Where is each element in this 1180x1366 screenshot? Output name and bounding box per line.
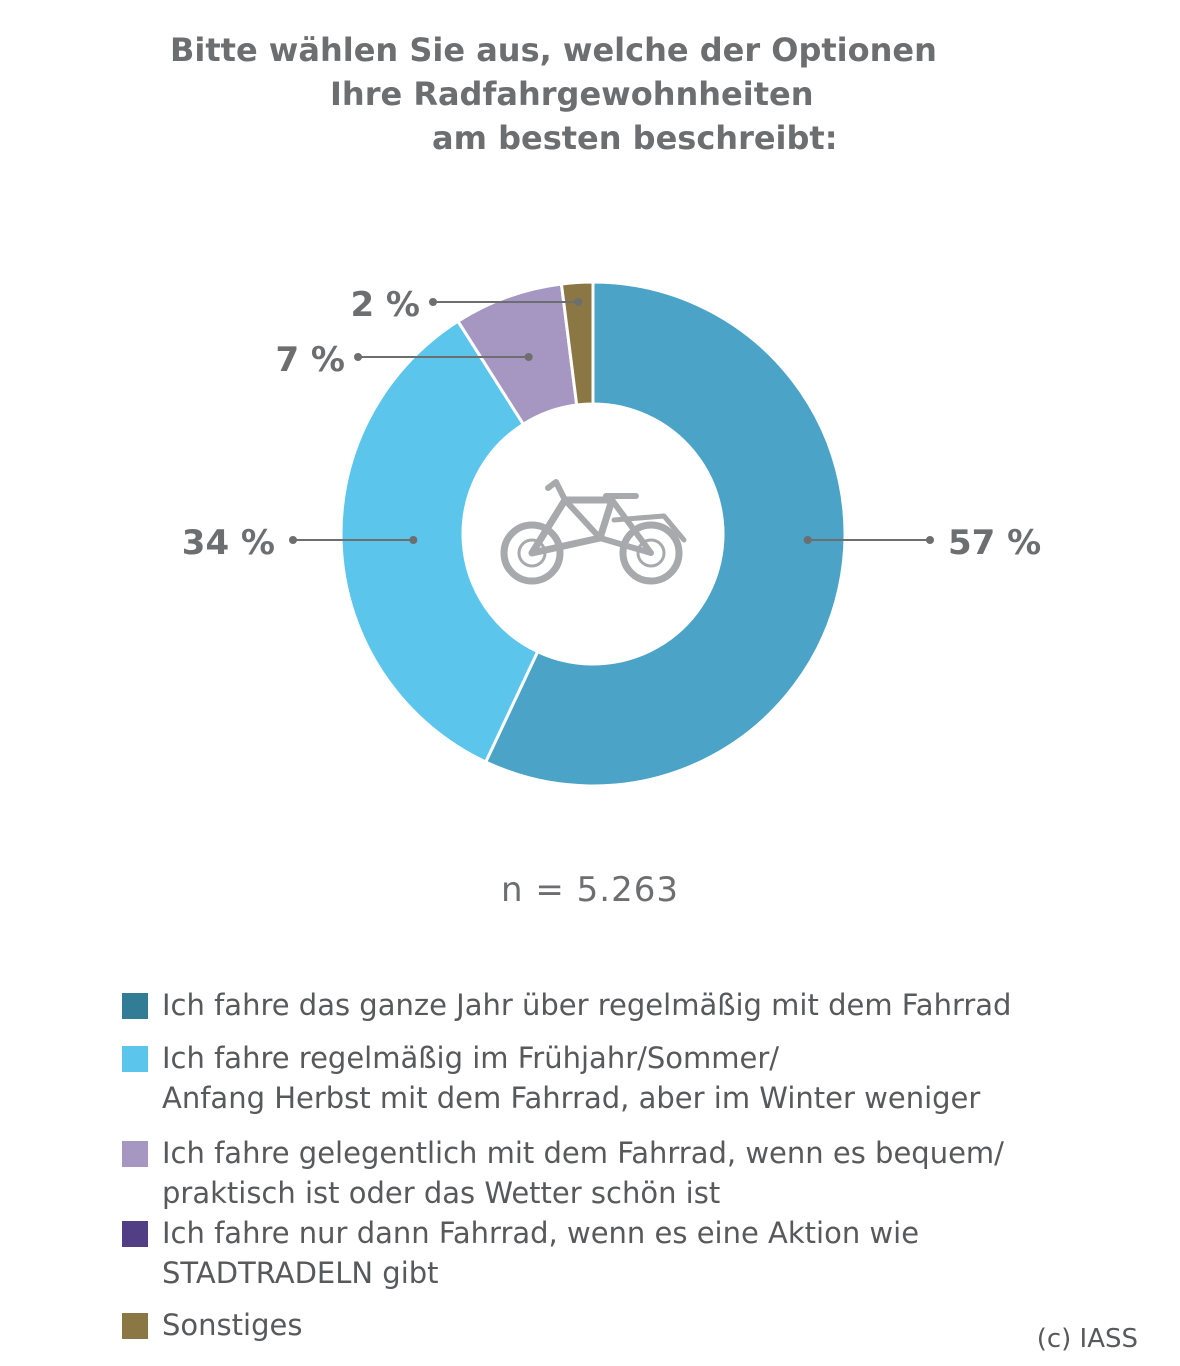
leader-dot-2-1 bbox=[524, 353, 533, 361]
leader-dot-0-1 bbox=[803, 536, 812, 544]
legend-swatch bbox=[122, 993, 148, 1019]
sample-size-label: n = 5.263 bbox=[501, 870, 679, 910]
data-label-0: 57 % bbox=[948, 523, 1041, 563]
leader-dot-4-1 bbox=[574, 298, 583, 306]
legend-swatch bbox=[122, 1141, 148, 1167]
data-label-1: 34 % bbox=[182, 523, 275, 563]
title-line-3: am besten beschreibt: bbox=[432, 119, 838, 157]
data-label-2: 7 % bbox=[275, 340, 345, 380]
leader-dot-2-0 bbox=[354, 353, 362, 361]
legend-label: Ich fahre das ganze Jahr über regelmäßig… bbox=[162, 988, 1012, 1022]
data-label-4: 2 % bbox=[350, 285, 420, 325]
leader-dot-0-0 bbox=[926, 536, 934, 544]
donut-slice-4 bbox=[559, 280, 595, 407]
legend-swatch bbox=[122, 1046, 148, 1072]
leader-dot-1-0 bbox=[289, 536, 297, 544]
leader-dot-4-0 bbox=[429, 298, 437, 306]
donut-slice-1 bbox=[339, 319, 540, 765]
title-line-2: Ihre Radfahrgewohnheiten bbox=[330, 75, 814, 113]
legend-swatch bbox=[122, 1221, 148, 1247]
title-line-1: Bitte wählen Sie aus, welche der Optione… bbox=[170, 31, 937, 69]
leader-lines bbox=[289, 298, 934, 544]
bicycle-icon bbox=[500, 479, 687, 585]
donut-chart: 57 % 34 % 7 %2 % bbox=[182, 280, 1041, 788]
legend-label: Ich fahre nur dann Fahrrad, wenn es eine… bbox=[162, 1216, 920, 1290]
leader-dot-1-1 bbox=[409, 536, 418, 544]
legend-label: Ich fahre gelegentlich mit dem Fahrrad, … bbox=[162, 1136, 1004, 1210]
legend-label: Sonstiges bbox=[162, 1308, 303, 1342]
legend-label: Ich fahre regelmäßig im Frühjahr/Sommer/… bbox=[162, 1041, 981, 1115]
legend-swatch bbox=[122, 1313, 148, 1339]
credit-label: (c) IASS bbox=[1036, 1324, 1138, 1354]
donut-slice-0 bbox=[483, 280, 847, 788]
